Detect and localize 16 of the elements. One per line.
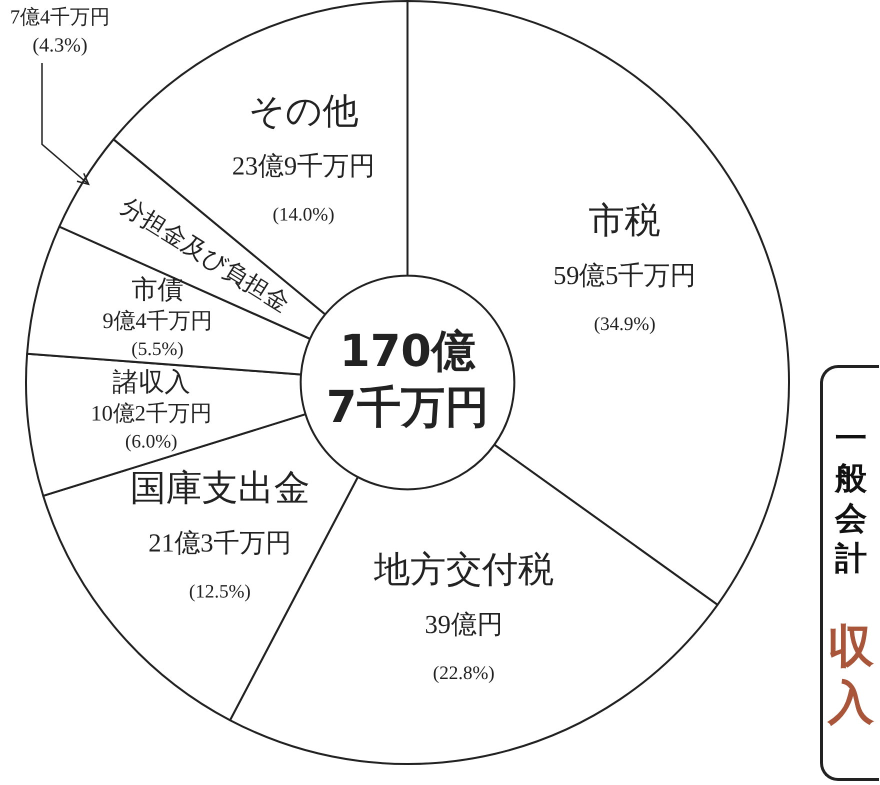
data-label: 10億2千万円 (6.0%) (90, 400, 212, 453)
text: 一般会計 (835, 418, 867, 578)
data-label: 23億9千万円 (14.0%) (232, 151, 376, 226)
data-label: 39億円 (22.8%) (424, 610, 503, 684)
text: 170億 7千万円 (326, 326, 489, 433)
slice-label: 地方交付税 (372, 550, 554, 590)
slice-label: 市税 (588, 200, 661, 240)
text: 収入 (828, 618, 874, 730)
data-label: 9億4千万円 (5.5%) (102, 308, 213, 360)
data-label: 59億5千万円 (34.9%) (553, 260, 696, 335)
slice-label: 諸収入 (112, 367, 190, 396)
slice-label: 市債 (132, 274, 184, 304)
data-label: 21億3千万円 (12.5%) (148, 528, 292, 603)
slice-label: 国庫支出金 (130, 468, 310, 508)
slice-label: その他 (248, 91, 359, 132)
data-label: 7億4千万円 (4.3%) (10, 6, 110, 56)
